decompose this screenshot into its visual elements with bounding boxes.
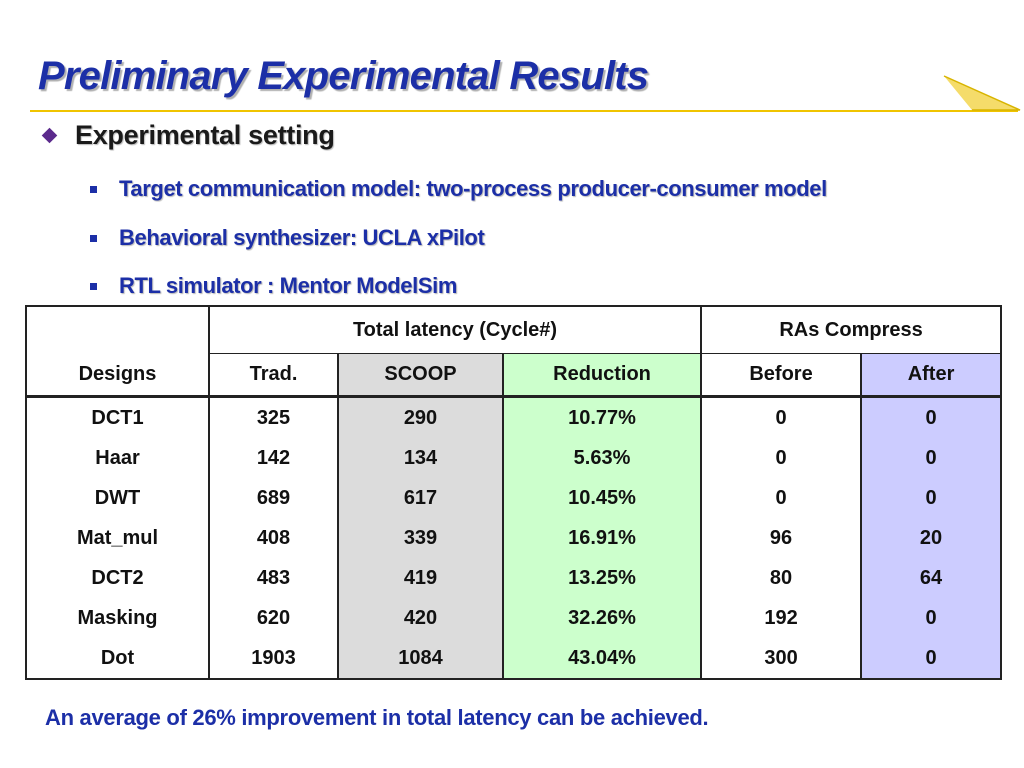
table-row: DWT 689 617 10.45% 0 0: [25, 478, 1003, 518]
cell-before: 0: [700, 438, 863, 478]
cell-design: Mat_mul: [25, 518, 210, 558]
cell-reduction: 10.77%: [501, 396, 703, 438]
column-header-trad: Trad.: [208, 353, 339, 398]
cell-trad: 325: [208, 396, 339, 438]
ras-group-header: RAs Compress: [700, 305, 1003, 354]
cell-reduction: 32.26%: [501, 598, 703, 638]
setting-item: Behavioral synthesizer: UCLA xPilot: [90, 225, 485, 251]
cell-reduction: 10.45%: [501, 478, 703, 518]
cell-trad: 483: [208, 558, 339, 598]
cell-scoop: 420: [337, 598, 504, 638]
cell-after: 0: [860, 438, 1003, 478]
cell-before: 0: [700, 396, 863, 438]
cell-scoop: 290: [337, 396, 504, 438]
cell-after: 0: [860, 598, 1003, 638]
cell-trad: 620: [208, 598, 339, 638]
column-header-designs: Designs: [25, 353, 210, 398]
table-row: Dot 1903 1084 43.04% 300 0: [25, 638, 1003, 680]
cell-after: 0: [860, 396, 1003, 438]
square-bullet-icon: [90, 234, 97, 242]
table-row: Masking 620 420 32.26% 192 0: [25, 598, 1003, 638]
designs-header-spacer: [25, 305, 210, 354]
cell-scoop: 134: [337, 438, 504, 478]
cell-reduction: 13.25%: [501, 558, 703, 598]
decorative-arrow-icon: [943, 75, 1021, 111]
cell-reduction: 43.04%: [501, 638, 703, 680]
cell-reduction: 5.63%: [501, 438, 703, 478]
diamond-bullet-icon: [41, 127, 58, 144]
table-row: Haar 142 134 5.63% 0 0: [25, 438, 1003, 478]
section-bullet: Experimental setting: [40, 120, 335, 151]
cell-trad: 689: [208, 478, 339, 518]
cell-before: 0: [700, 478, 863, 518]
cell-after: 0: [860, 478, 1003, 518]
cell-after: 0: [860, 638, 1003, 680]
setting-item: RTL simulator : Mentor ModelSim: [90, 273, 457, 299]
column-header-after: After: [860, 353, 1003, 398]
square-bullet-icon: [90, 185, 97, 193]
cell-before: 192: [700, 598, 863, 638]
cell-before: 80: [700, 558, 863, 598]
table-column-header-row: Designs Trad. SCOOP Reduction Before Aft…: [25, 353, 1003, 398]
cell-design: Haar: [25, 438, 210, 478]
cell-trad: 142: [208, 438, 339, 478]
setting-item: Target communication model: two-process …: [90, 176, 827, 202]
title-underline: [30, 110, 1018, 112]
cell-trad: 1903: [208, 638, 339, 680]
slide-title: Preliminary Experimental Results: [38, 54, 649, 98]
cell-scoop: 1084: [337, 638, 504, 680]
results-table: Total latency (Cycle#) RAs Compress Desi…: [25, 305, 1003, 680]
table-row: DCT2 483 419 13.25% 80 64: [25, 558, 1003, 598]
table-group-header-row: Total latency (Cycle#) RAs Compress: [25, 305, 1003, 354]
cell-design: DWT: [25, 478, 210, 518]
cell-after: 20: [860, 518, 1003, 558]
column-header-before: Before: [700, 353, 863, 398]
cell-design: Dot: [25, 638, 210, 680]
cell-before: 300: [700, 638, 863, 680]
setting-item-text: RTL simulator : Mentor ModelSim: [119, 273, 457, 298]
section-heading: Experimental setting: [75, 120, 335, 150]
cell-design: DCT2: [25, 558, 210, 598]
cell-design: DCT1: [25, 396, 210, 438]
setting-item-text: Target communication model: two-process …: [119, 176, 827, 201]
cell-before: 96: [700, 518, 863, 558]
cell-scoop: 617: [337, 478, 504, 518]
cell-after: 64: [860, 558, 1003, 598]
cell-reduction: 16.91%: [501, 518, 703, 558]
square-bullet-icon: [90, 282, 97, 290]
table-row: DCT1 325 290 10.77% 0 0: [25, 396, 1003, 438]
cell-trad: 408: [208, 518, 339, 558]
cell-scoop: 339: [337, 518, 504, 558]
summary-text: An average of 26% improvement in total l…: [45, 705, 709, 730]
cell-scoop: 419: [337, 558, 504, 598]
column-header-reduction: Reduction: [501, 353, 703, 398]
column-header-scoop: SCOOP: [337, 353, 504, 398]
setting-item-text: Behavioral synthesizer: UCLA xPilot: [119, 225, 485, 250]
cell-design: Masking: [25, 598, 210, 638]
latency-group-header: Total latency (Cycle#): [207, 305, 703, 354]
table-row: Mat_mul 408 339 16.91% 96 20: [25, 518, 1003, 558]
